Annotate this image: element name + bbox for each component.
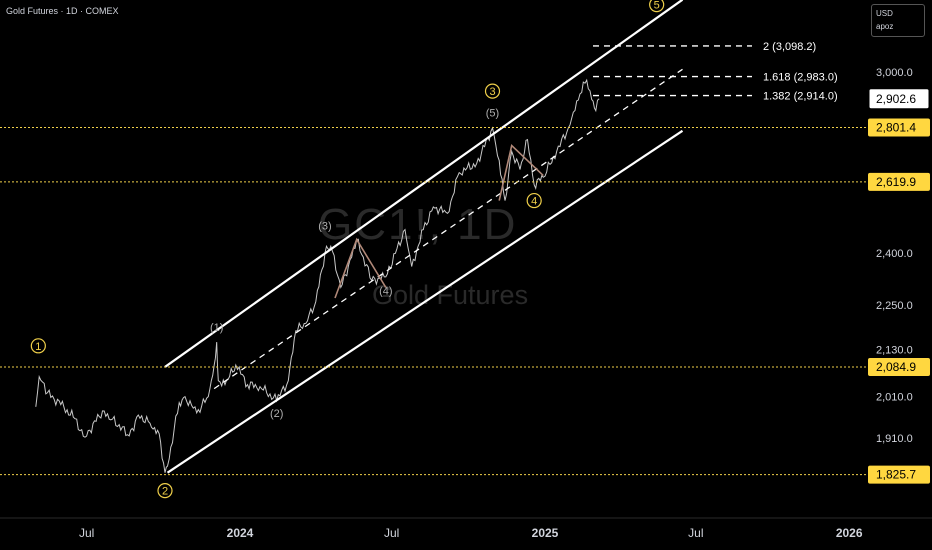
level-tag-1 bbox=[868, 118, 930, 137]
wave-major-circle-1 bbox=[30, 338, 46, 354]
triangle-pattern-2 bbox=[498, 143, 544, 201]
level-tag-label-1: 2,801.4 bbox=[876, 121, 916, 135]
level-tag-label-4: 1,825.7 bbox=[876, 468, 916, 482]
x-tick-label-5: Jul bbox=[688, 526, 703, 540]
y-tick-label-3: 2,250.0 bbox=[876, 300, 913, 312]
wave-minor-label-1: (1) bbox=[210, 322, 223, 334]
last-price-label: 2,902.6 bbox=[876, 92, 916, 106]
wave-major-label-2: 2 bbox=[162, 486, 168, 498]
wave-minor-label-5: (5) bbox=[486, 107, 499, 119]
y-tick-label-2: 2,400.0 bbox=[876, 248, 913, 260]
last-price-tag bbox=[868, 88, 930, 110]
fib-target-label-1: 2 (3,098.2) bbox=[763, 41, 816, 53]
fib-target-label-3: 1.382 (2,914.0) bbox=[763, 91, 838, 103]
wave-minor-label-2: (2) bbox=[270, 408, 283, 420]
x-tick-label-6: 2026 bbox=[836, 526, 863, 540]
axis-unit-box[interactable]: USD apoz bbox=[871, 4, 925, 37]
wave-major-circle-3 bbox=[484, 83, 501, 99]
level-tag-label-2: 2,619.9 bbox=[876, 175, 916, 189]
x-tick-label-2: 2024 bbox=[227, 526, 254, 540]
x-tick-label-3: Jul bbox=[384, 526, 399, 540]
level-tag-label-3: 2,084.9 bbox=[876, 360, 916, 374]
wave-major-circle-4 bbox=[526, 192, 542, 209]
channel-upper-line bbox=[164, 0, 684, 368]
wave-minor-label-4: (4) bbox=[379, 285, 392, 297]
fib-target-label-2: 1.618 (2,983.0) bbox=[763, 72, 838, 84]
y-tick-label-6: 1,910.0 bbox=[876, 433, 913, 445]
wave-major-label-1: 1 bbox=[35, 341, 41, 353]
wave-major-label-4: 4 bbox=[531, 196, 537, 208]
currency-label: USD bbox=[876, 9, 893, 18]
channel-middle-line bbox=[213, 68, 683, 390]
wave-major-circle-2 bbox=[157, 482, 173, 499]
y-tick-label-5: 2,010.0 bbox=[876, 392, 913, 404]
channel-lower-line bbox=[166, 129, 684, 474]
price-series-line bbox=[35, 78, 600, 473]
chart-header: Gold Futures · 1D · COMEX bbox=[6, 6, 119, 16]
y-tick-label-1: 3,000.0 bbox=[876, 67, 913, 79]
wave-major-label-3: 3 bbox=[489, 86, 495, 98]
level-tag-2 bbox=[868, 172, 930, 191]
level-tag-4 bbox=[868, 465, 930, 484]
wave-major-label-5: 5 bbox=[654, 0, 660, 12]
wave-major-circle-5 bbox=[649, 0, 665, 13]
x-tick-label-4: 2025 bbox=[532, 526, 559, 540]
level-tag-3 bbox=[868, 357, 930, 376]
wave-minor-label-3: (3) bbox=[318, 221, 331, 233]
x-tick-label-1: Jul bbox=[79, 526, 94, 540]
triangle-pattern-1 bbox=[334, 237, 387, 299]
unit-extra-label: apoz bbox=[876, 22, 894, 31]
y-tick-label-4: 2,130.0 bbox=[876, 345, 913, 357]
